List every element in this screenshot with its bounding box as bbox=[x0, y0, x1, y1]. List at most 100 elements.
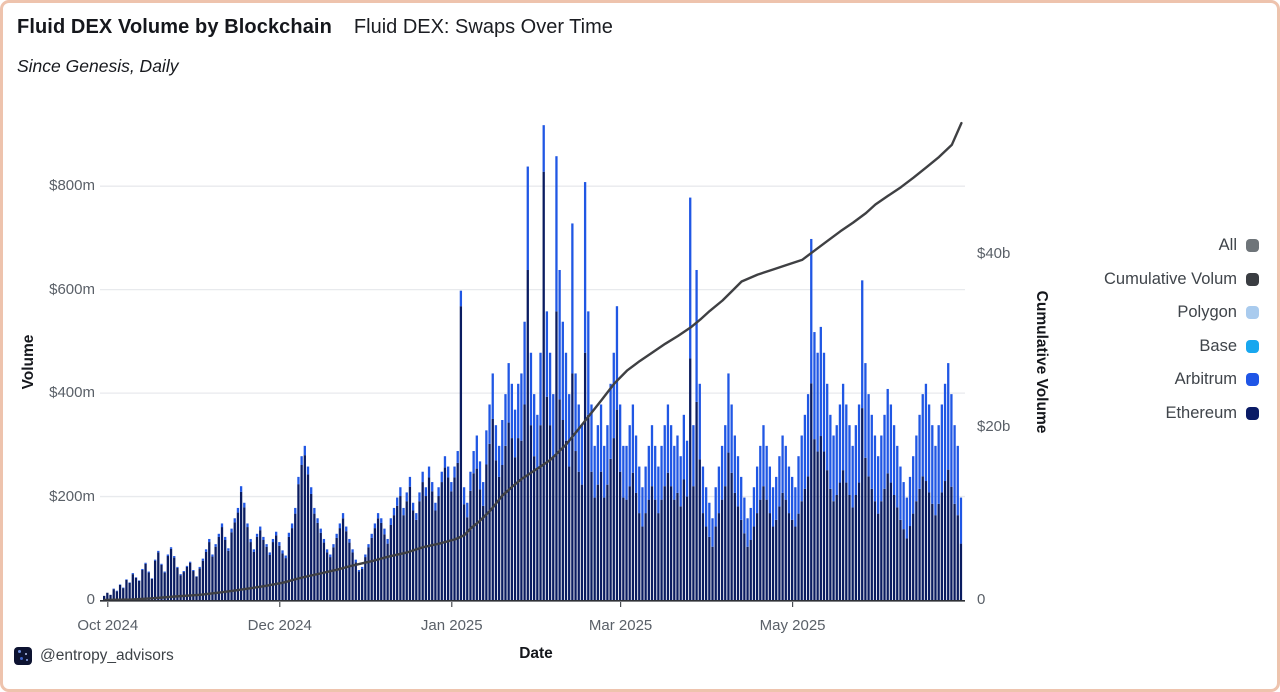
bar-ethereum[interactable] bbox=[297, 484, 300, 600]
bar-arbitrum[interactable] bbox=[526, 166, 529, 270]
bar-ethereum[interactable] bbox=[845, 482, 848, 600]
bar-ethereum[interactable] bbox=[644, 513, 647, 600]
legend-item-all[interactable]: All bbox=[1104, 229, 1259, 263]
bar-ethereum[interactable] bbox=[411, 510, 415, 600]
bar-ethereum[interactable] bbox=[886, 473, 889, 600]
legend-item-arbitrum[interactable]: Arbitrum bbox=[1104, 363, 1259, 397]
bar-arbitrum[interactable] bbox=[389, 518, 392, 525]
bar-ethereum[interactable] bbox=[701, 513, 705, 600]
bar-ethereum[interactable] bbox=[762, 486, 765, 600]
bar-ethereum[interactable] bbox=[325, 552, 329, 600]
bar-arbitrum[interactable] bbox=[265, 544, 268, 547]
bar-arbitrum[interactable] bbox=[943, 383, 947, 482]
bar-ethereum[interactable] bbox=[440, 482, 443, 600]
bar-ethereum[interactable] bbox=[450, 491, 453, 600]
bar-ethereum[interactable] bbox=[233, 522, 236, 600]
bar-ethereum[interactable] bbox=[361, 568, 364, 601]
bar-arbitrum[interactable] bbox=[262, 536, 265, 540]
bar-ethereum[interactable] bbox=[131, 574, 134, 600]
bar-arbitrum[interactable] bbox=[351, 549, 354, 553]
bar-ethereum[interactable] bbox=[848, 495, 851, 600]
bar-ethereum[interactable] bbox=[791, 519, 794, 600]
bar-ethereum[interactable] bbox=[755, 513, 759, 600]
bar-arbitrum[interactable] bbox=[134, 577, 138, 578]
bar-arbitrum[interactable] bbox=[513, 409, 517, 458]
bar-ethereum[interactable] bbox=[224, 540, 227, 600]
bar-arbitrum[interactable] bbox=[698, 383, 701, 460]
bar-arbitrum[interactable] bbox=[867, 394, 870, 477]
bar-arbitrum[interactable] bbox=[797, 456, 800, 514]
bar-arbitrum[interactable] bbox=[587, 311, 590, 415]
bar-arbitrum[interactable] bbox=[268, 552, 271, 555]
bar-ethereum[interactable] bbox=[144, 563, 147, 600]
bar-ethereum[interactable] bbox=[418, 501, 421, 600]
bar-ethereum[interactable] bbox=[915, 501, 918, 600]
bar-arbitrum[interactable] bbox=[568, 394, 571, 467]
bar-ethereum[interactable] bbox=[810, 383, 813, 600]
bar-ethereum[interactable] bbox=[491, 418, 494, 600]
bar-ethereum[interactable] bbox=[883, 488, 886, 600]
bar-arbitrum[interactable] bbox=[138, 580, 141, 581]
bar-ethereum[interactable] bbox=[733, 492, 736, 600]
bar-ethereum[interactable] bbox=[727, 452, 730, 600]
bar-arbitrum[interactable] bbox=[204, 549, 208, 552]
bar-arbitrum[interactable] bbox=[896, 445, 899, 508]
bar-arbitrum[interactable] bbox=[619, 404, 622, 472]
bar-ethereum[interactable] bbox=[927, 492, 931, 600]
bar-arbitrum[interactable] bbox=[800, 435, 803, 502]
bar-ethereum[interactable] bbox=[399, 496, 402, 600]
bar-ethereum[interactable] bbox=[475, 468, 478, 600]
bar-ethereum[interactable] bbox=[306, 474, 310, 600]
bar-arbitrum[interactable] bbox=[507, 363, 510, 423]
bar-arbitrum[interactable] bbox=[730, 404, 733, 473]
bar-ethereum[interactable] bbox=[555, 311, 558, 600]
bar-arbitrum[interactable] bbox=[485, 430, 488, 465]
bar-arbitrum[interactable] bbox=[685, 440, 689, 497]
bar-arbitrum[interactable] bbox=[692, 425, 695, 487]
bar-ethereum[interactable] bbox=[389, 525, 392, 600]
bar-ethereum[interactable] bbox=[896, 507, 899, 600]
bar-ethereum[interactable] bbox=[832, 501, 835, 600]
bar-arbitrum[interactable] bbox=[319, 528, 322, 533]
bar-ethereum[interactable] bbox=[287, 536, 291, 600]
bar-ethereum[interactable] bbox=[332, 547, 335, 600]
bar-arbitrum[interactable] bbox=[819, 326, 822, 437]
bar-arbitrum[interactable] bbox=[357, 570, 361, 572]
bar-ethereum[interactable] bbox=[236, 512, 240, 600]
bar-arbitrum[interactable] bbox=[431, 482, 434, 492]
bar-arbitrum[interactable] bbox=[775, 476, 778, 520]
bar-ethereum[interactable] bbox=[558, 399, 561, 600]
bar-ethereum[interactable] bbox=[370, 537, 373, 600]
bar-arbitrum[interactable] bbox=[450, 482, 453, 492]
bar-arbitrum[interactable] bbox=[427, 466, 431, 478]
bar-ethereum[interactable] bbox=[736, 506, 740, 600]
bar-ethereum[interactable] bbox=[877, 513, 880, 600]
bar-arbitrum[interactable] bbox=[654, 445, 657, 500]
bar-arbitrum[interactable] bbox=[316, 518, 319, 523]
bar-ethereum[interactable] bbox=[899, 519, 902, 600]
bar-ethereum[interactable] bbox=[864, 457, 867, 600]
bar-arbitrum[interactable] bbox=[348, 538, 351, 543]
bar-ethereum[interactable] bbox=[341, 518, 345, 600]
bar-ethereum[interactable] bbox=[284, 558, 287, 600]
bar-ethereum[interactable] bbox=[230, 532, 233, 600]
bar-arbitrum[interactable] bbox=[332, 544, 335, 548]
bar-ethereum[interactable] bbox=[705, 526, 708, 600]
bar-arbitrum[interactable] bbox=[542, 125, 545, 172]
bar-ethereum[interactable] bbox=[800, 501, 803, 600]
bar-ethereum[interactable] bbox=[313, 513, 316, 600]
bar-ethereum[interactable] bbox=[517, 438, 520, 600]
bar-ethereum[interactable] bbox=[310, 493, 313, 600]
bar-arbitrum[interactable] bbox=[402, 507, 405, 516]
bar-ethereum[interactable] bbox=[507, 422, 510, 600]
bar-arbitrum[interactable] bbox=[373, 523, 377, 529]
bar-arbitrum[interactable] bbox=[497, 445, 501, 477]
bar-ethereum[interactable] bbox=[329, 557, 332, 600]
bar-ethereum[interactable] bbox=[300, 465, 303, 600]
bar-arbitrum[interactable] bbox=[386, 538, 389, 544]
bar-ethereum[interactable] bbox=[249, 542, 252, 600]
bar-arbitrum[interactable] bbox=[545, 311, 549, 397]
bar-arbitrum[interactable] bbox=[517, 383, 520, 439]
bar-arbitrum[interactable] bbox=[695, 269, 698, 402]
bar-ethereum[interactable] bbox=[724, 486, 727, 600]
